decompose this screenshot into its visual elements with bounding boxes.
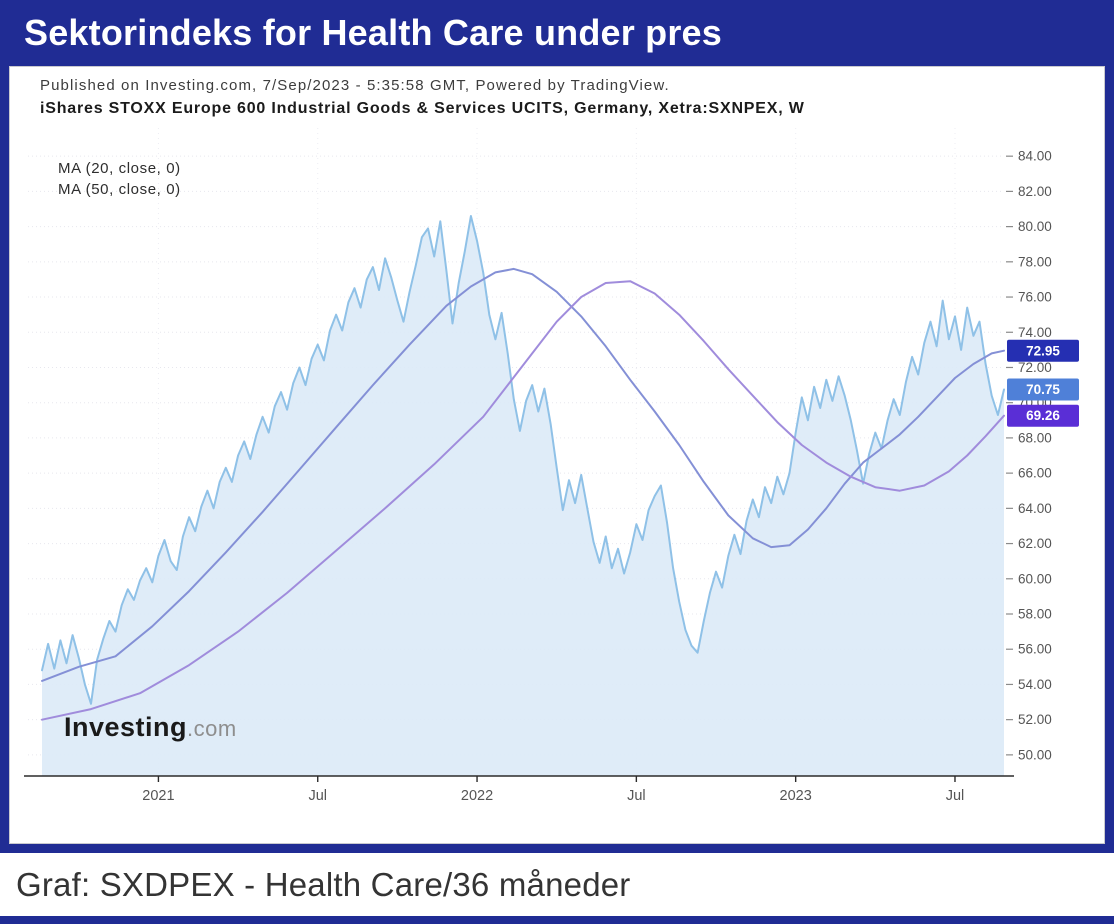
- price-axis-badge-label: 69.26: [1026, 408, 1060, 423]
- y-axis-label: 84.00: [1018, 149, 1052, 164]
- price-axis-badge: [1007, 339, 1079, 362]
- y-axis-label: 78.00: [1018, 254, 1052, 269]
- price-axis-badge: [1007, 378, 1079, 401]
- bottom-accent-strip: [0, 916, 1114, 924]
- investing-logo: Investing.com: [64, 712, 237, 743]
- y-axis-label: 52.00: [1018, 712, 1052, 727]
- x-axis-label: 2023: [780, 788, 812, 804]
- y-axis-label: 50.00: [1018, 747, 1052, 762]
- x-axis-label: 2022: [461, 788, 493, 804]
- y-axis-label: 76.00: [1018, 290, 1052, 305]
- y-axis-label: 66.00: [1018, 466, 1052, 481]
- price-axis-badge-label: 70.75: [1026, 382, 1060, 397]
- ma50-line: [41, 280, 1005, 721]
- title-banner: Sektorindeks for Health Care under pres: [0, 0, 1114, 66]
- published-line: Published on Investing.com, 7/Sep/2023 -…: [40, 77, 670, 94]
- y-axis-label: 80.00: [1018, 219, 1052, 234]
- page-title: Sektorindeks for Health Care under pres: [24, 12, 723, 53]
- instrument-line: iShares STOXX Europe 600 Industrial Good…: [40, 100, 805, 117]
- chart-panel-border: Published on Investing.com, 7/Sep/2023 -…: [0, 66, 1114, 853]
- y-axis-label: 58.00: [1018, 607, 1052, 622]
- x-axis-label: Jul: [946, 788, 965, 804]
- y-axis-label: 60.00: [1018, 571, 1052, 586]
- y-axis-label: 72.00: [1018, 360, 1052, 375]
- price-line: [41, 215, 1005, 705]
- y-axis-label: 82.00: [1018, 184, 1052, 199]
- ma-legend: MA (20, close, 0) MA (50, close, 0): [58, 158, 181, 200]
- price-chart: MA (20, close, 0) MA (50, close, 0) Inve…: [24, 120, 1098, 820]
- y-axis-label: 64.00: [1018, 501, 1052, 516]
- chart-panel: Published on Investing.com, 7/Sep/2023 -…: [9, 66, 1105, 844]
- ma20-line: [41, 267, 1005, 682]
- y-axis-label: 74.00: [1018, 325, 1052, 340]
- x-axis-label: Jul: [627, 788, 646, 804]
- investing-logo-suffix: .com: [187, 716, 237, 741]
- ma50-legend-label: MA (50, close, 0): [58, 181, 181, 198]
- ma20-legend-label: MA (20, close, 0): [58, 160, 181, 177]
- x-axis-label: 2021: [142, 788, 174, 804]
- price-area: [42, 216, 1004, 776]
- chart-canvas: 50.00 52.00 54.00 56.00 58.00 60.00 62.00 64.00…: [24, 128, 1079, 804]
- caption-bar: Graf: SXDPEX - Health Care/36 måneder: [0, 853, 1114, 916]
- x-axis-label: Jul: [308, 788, 327, 804]
- y-axis-label: 68.00: [1018, 430, 1052, 445]
- price-axis-badge-label: 72.95: [1026, 343, 1060, 358]
- chart-caption: Graf: SXDPEX - Health Care/36 måneder: [16, 865, 631, 903]
- price-axis-badge: [1007, 404, 1079, 427]
- y-axis-label: 62.00: [1018, 536, 1052, 551]
- investing-logo-text: Investing: [64, 712, 188, 742]
- y-axis-label: 54.00: [1018, 677, 1052, 692]
- y-axis-label: 56.00: [1018, 642, 1052, 657]
